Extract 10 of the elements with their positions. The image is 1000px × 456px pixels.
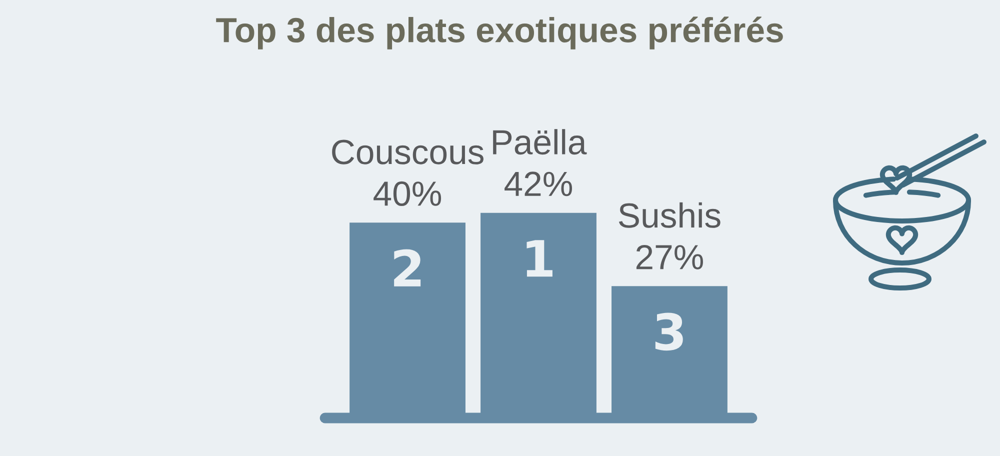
annotation: 1	[526, 240, 552, 277]
chart-title: Top 3 des plats exotiques préférés	[216, 16, 783, 50]
annotation: 2	[394, 249, 421, 286]
x-tick-label: Couscous	[332, 140, 484, 164]
x-tick-label: Sushis	[618, 202, 720, 228]
annotation: 3	[655, 312, 683, 351]
x-tick-label: Paëlla	[493, 129, 587, 155]
data-label: 40%	[374, 181, 442, 206]
data-label: 42%	[504, 172, 572, 196]
data-label: 27%	[636, 244, 703, 270]
